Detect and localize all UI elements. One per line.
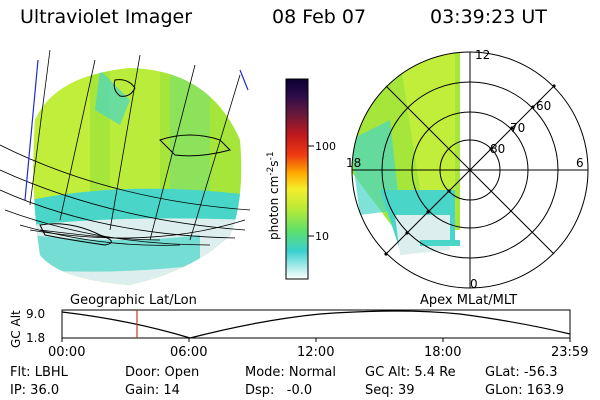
ytick-bottom: 1.8 [26,331,45,345]
colorbar-tick-10: 10 [315,230,329,243]
polar-image-panel: 12 6 0 18 60 70 80 [346,48,589,291]
meridian-line [239,69,249,91]
right-panel-label: Apex MLat/MLT [420,293,518,308]
ytick-top: 9.0 [26,307,45,321]
mlat-80: 80 [490,142,505,156]
xtick-2: 12:00 [297,345,335,360]
colorbar-tick-100: 100 [315,140,336,153]
left-panel-label: Geographic Lat/Lon [70,293,197,308]
meridian-line [24,59,39,201]
instrument-title: Ultraviolet Imager [20,6,193,28]
xtick-4: 23:59 [551,345,589,360]
colorbar-unit-label: photon cm-2s-1 [266,151,281,240]
colorbar-scale [285,78,309,280]
time-label: 03:39:23 UT [430,6,547,28]
mlt-12: 12 [475,48,490,62]
status-mode: Mode: Normal [245,365,336,380]
polar-grid-dots [384,84,556,256]
status-dsp: Dsp: -0.0 [245,383,313,398]
latlon-grid [0,49,251,246]
status-gcalt: GC Alt: 5.4 Re [365,365,456,380]
date-label: 08 Feb 07 [272,6,367,28]
coastline [159,134,231,157]
mlt-0: 0 [470,277,478,291]
coastline [39,223,112,246]
colorbar: 100 10 photon cm-2s-1 [266,78,336,280]
timeline-ticks [61,338,571,342]
altitude-curve [61,310,571,339]
timeline-ylabel: GC Alt [9,310,23,348]
geographic-image-panel [0,49,251,285]
status-seq: Seq: 39 [365,383,415,398]
status-gain: Gain: 14 [125,383,180,398]
xtick-0: 00:00 [48,345,86,360]
status-glat: GLat: -56.3 [485,365,558,380]
mlat-60: 60 [536,99,551,113]
status-flt: Flt: LBHL [10,365,68,380]
mlat-70: 70 [510,121,525,135]
xtick-1: 06:00 [170,345,208,360]
status-glon: GLon: 163.9 [485,383,565,398]
mlt-6: 6 [576,156,584,170]
status-door: Door: Open [125,365,200,380]
status-ip: IP: 36.0 [10,383,60,398]
coastline [113,79,136,97]
xtick-3: 18:00 [424,345,462,360]
mlt-18: 18 [346,156,361,170]
aurora-image [33,68,242,285]
altitude-timeline: GC Alt 9.0 1.8 [9,307,571,348]
polar-grid [351,51,589,289]
